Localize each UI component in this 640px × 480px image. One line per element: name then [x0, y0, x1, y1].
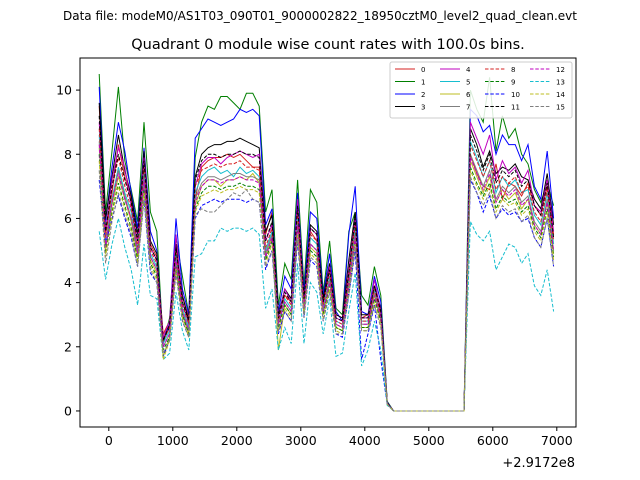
plot-series-group — [98, 73, 555, 412]
series-line-5 — [98, 134, 555, 412]
y-tick-label: 10 — [56, 83, 72, 98]
legend-label-0: 0 — [421, 66, 425, 74]
series-line-13 — [98, 218, 555, 412]
y-tick-label: 2 — [64, 339, 72, 354]
legend-label-9: 9 — [511, 79, 515, 87]
legend-label-3: 3 — [421, 104, 425, 112]
legend-label-12: 12 — [556, 66, 565, 74]
y-tick-label: 0 — [64, 403, 72, 418]
legend-box — [389, 61, 573, 119]
y-tick-label: 4 — [64, 275, 72, 290]
legend-label-1: 1 — [421, 79, 425, 87]
x-tick-label: 1000 — [157, 433, 189, 448]
series-line-0 — [98, 106, 555, 412]
series-line-2 — [98, 86, 555, 412]
legend-label-10: 10 — [511, 91, 520, 99]
series-line-15 — [98, 170, 555, 412]
x-tick-label: 5000 — [413, 433, 445, 448]
y-tick-label: 6 — [64, 211, 72, 226]
legend-label-15: 15 — [556, 104, 565, 112]
legend-label-7: 7 — [466, 104, 470, 112]
y-axis: 0 2 4 6 8 10 — [56, 83, 80, 418]
chart-title: Quadrant 0 module wise count rates with … — [131, 37, 525, 53]
x-axis: 0 1000 2000 3000 4000 5000 6000 7000 — [105, 427, 573, 448]
series-line-12 — [98, 144, 555, 412]
x-offset-label: +2.9172e8 — [502, 456, 575, 471]
legend-label-8: 8 — [511, 66, 515, 74]
legend-label-6: 6 — [466, 91, 471, 99]
x-tick-label: 6000 — [477, 433, 509, 448]
legend-label-14: 14 — [556, 91, 565, 99]
x-tick-label: 0 — [105, 433, 113, 448]
chart-suptitle: Data file: modeM0/AS1T03_090T01_90000028… — [63, 9, 577, 23]
legend-label-2: 2 — [421, 91, 425, 99]
legend-label-5: 5 — [466, 79, 470, 87]
legend-label-4: 4 — [466, 66, 471, 74]
series-line-1 — [98, 73, 555, 412]
series-line-14 — [98, 160, 555, 412]
legend-label-11: 11 — [511, 104, 520, 112]
x-tick-label: 2000 — [221, 433, 253, 448]
plot-frame — [79, 57, 577, 428]
x-tick-label: 3000 — [285, 433, 317, 448]
series-line-11 — [98, 115, 555, 412]
x-tick-label: 7000 — [541, 433, 573, 448]
y-tick-label: 8 — [64, 147, 72, 162]
x-tick-label: 4000 — [349, 433, 381, 448]
legend-label-13: 13 — [556, 79, 565, 87]
